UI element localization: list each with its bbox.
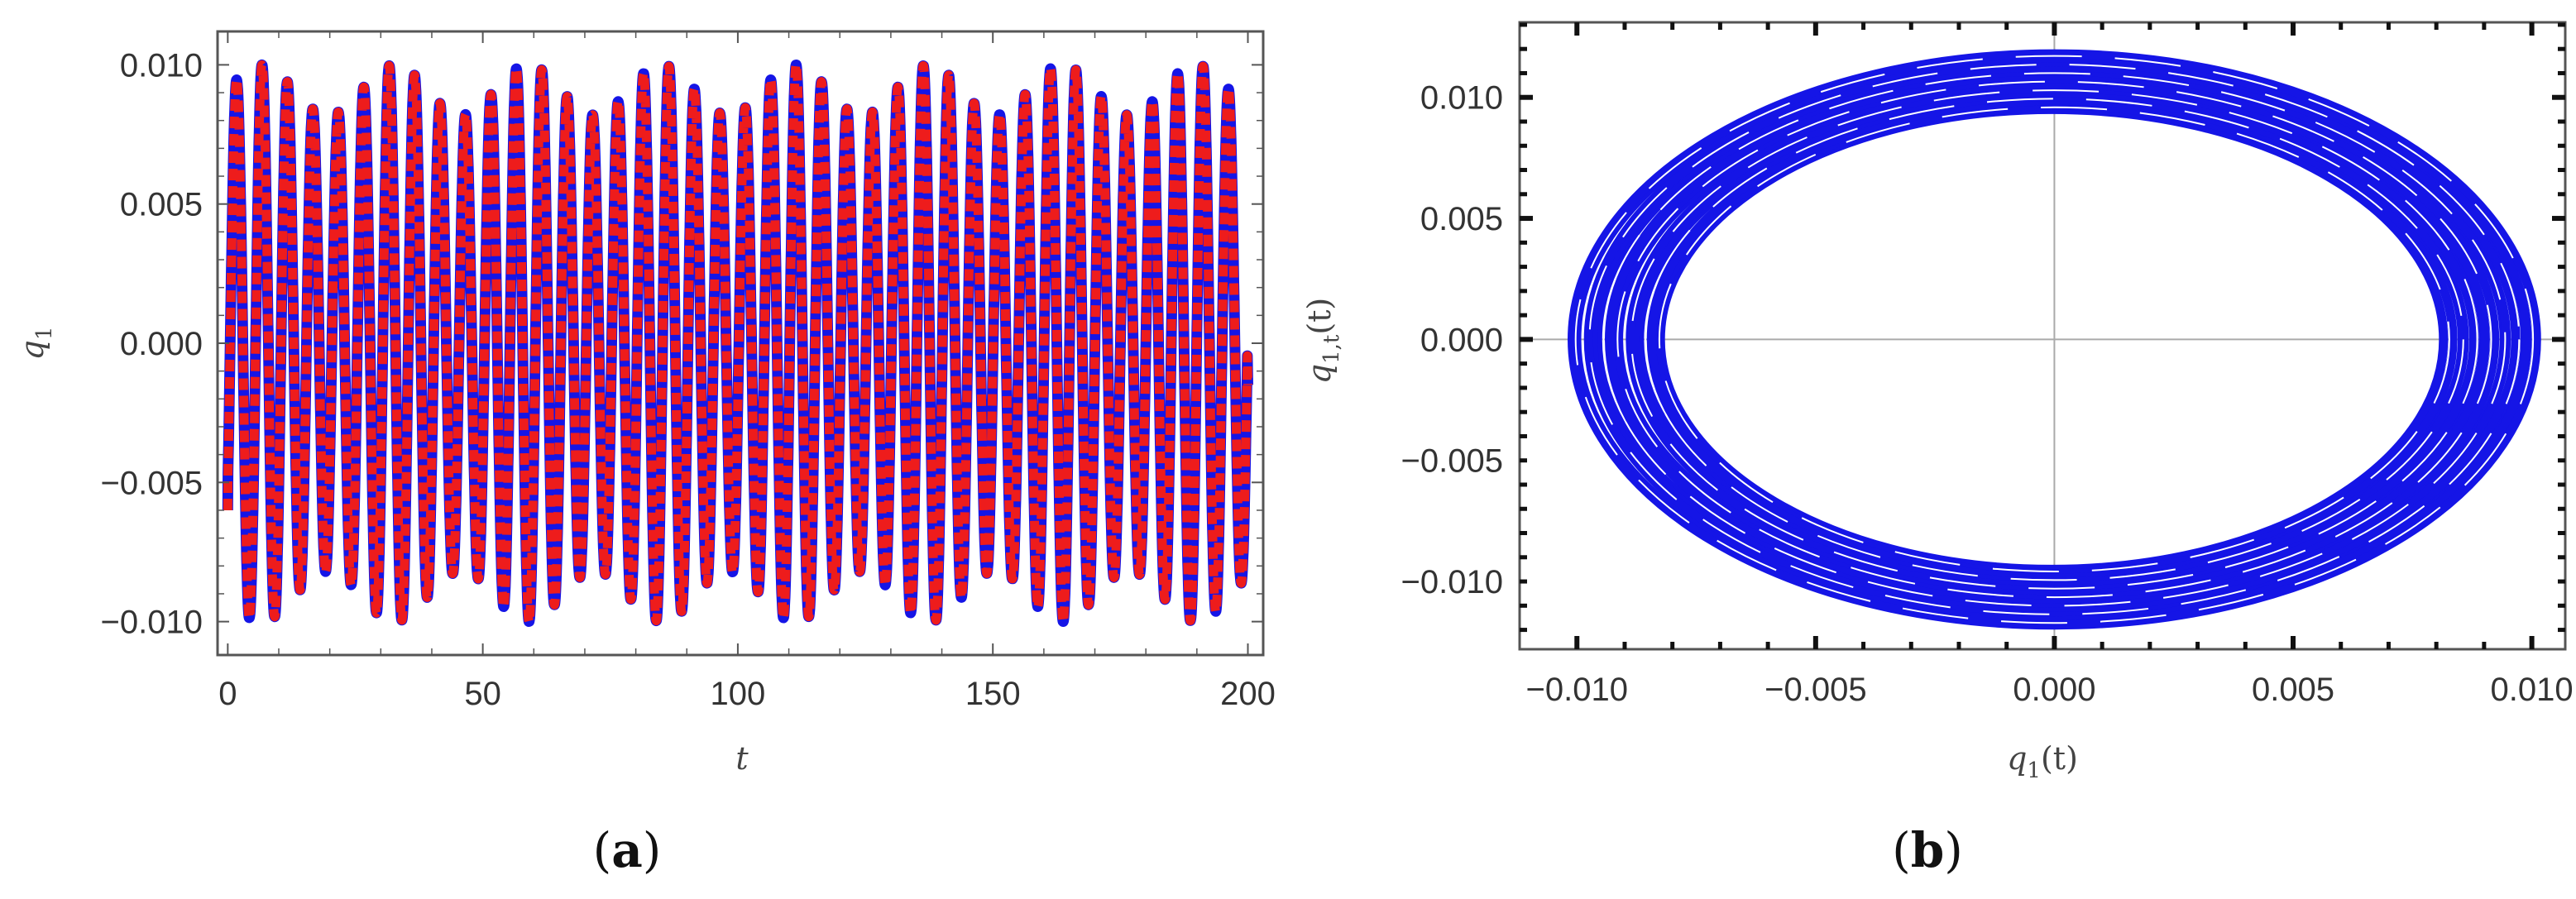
panel-b-y-tick-label: 0.005	[1420, 201, 1503, 237]
panel-a-y-label-sub: 1	[32, 327, 57, 341]
panel-a-time-series: 0 50 100 150 200 −0.010 −0.005 0.000 0.005 0.010…	[14, 30, 1276, 777]
panel-b-orbit-gap	[1630, 89, 2478, 590]
caption-b-close: )	[1944, 822, 1963, 878]
panel-a-x-tick-label: 0	[218, 676, 237, 712]
panel-b-series-layer	[1567, 49, 2541, 630]
panel-b-y-label-sub: 1,t	[1319, 334, 1344, 364]
panel-a-y-tick-label: 0.000	[120, 326, 203, 362]
panel-b-frame	[1518, 21, 2567, 651]
panel-b-y-axis-label: q1,t(t)	[1301, 298, 1344, 385]
panel-b-orbit-gap	[1658, 106, 2450, 572]
panel-b-y-tick-label: −0.010	[1401, 564, 1503, 600]
panel-b-zero-lines	[1520, 22, 2565, 649]
panel-a-series-layer	[222, 59, 1253, 627]
panel-b-y-tick-label: −0.005	[1401, 443, 1503, 480]
panel-a-y-axis-label-main: q1	[14, 327, 57, 361]
panel-b-y-ticks: −0.010 −0.005 0.000 0.005 0.010	[1401, 80, 1503, 600]
panel-b-x-tick-label: 0.010	[2491, 672, 2574, 708]
panel-b-x-tick-label: −0.005	[1764, 672, 1866, 708]
panel-a-y-tick-label: 0.010	[120, 47, 203, 84]
panel-b-x-label-tail: (t)	[2041, 740, 2078, 777]
panel-a-x-tick-label: 100	[711, 676, 766, 712]
panel-b-y-label-tail: (t)	[1301, 298, 1338, 335]
panel-a-x-axis-label: t	[735, 740, 749, 777]
panel-a-y-label-q: q	[14, 340, 50, 360]
panel-a-x-tick-label: 150	[965, 676, 1021, 712]
caption-a-close: )	[643, 822, 662, 878]
panel-b-orbit-gap	[1574, 55, 2535, 624]
panel-b-x-axis-label: q1(t)	[2007, 740, 2078, 783]
panel-a-x-tick-label: 200	[1220, 676, 1276, 712]
panel-a-y-tick-label: 0.005	[120, 187, 203, 223]
panel-b-frame-ticks	[1520, 22, 2565, 649]
panel-b-orbit-gap	[1616, 80, 2492, 599]
panel-a-x-tick-label: 50	[464, 676, 501, 712]
panel-b-orbit-gap	[1588, 64, 2521, 615]
panel-b-x-label-sub: 1	[2027, 758, 2041, 783]
panel-b-y-axis-label-text: q1,t(t)	[1301, 298, 1344, 385]
caption-b: (b)	[1892, 822, 1963, 878]
caption-a: (a)	[593, 822, 662, 878]
panel-a-x-ticks: 0 50 100 150 200	[218, 31, 1276, 712]
panel-b-x-tick-label: 0.000	[2013, 672, 2095, 708]
panel-b-phase-portrait: −0.010 −0.005 0.000 0.005 0.010 −0.010 −0.005…	[1301, 21, 2574, 783]
panel-a-y-ticks: −0.010 −0.005 0.000 0.005 0.010	[101, 47, 1263, 641]
panel-b-orbit-loop	[1567, 49, 2541, 630]
panel-b-x-ticks: −0.010 −0.005 0.000 0.005 0.010	[1526, 672, 2574, 708]
caption-b-letter: b	[1911, 822, 1945, 878]
panel-b-x-tick-label: −0.010	[1526, 672, 1628, 708]
panel-b-y-tick-label: 0.010	[1420, 80, 1503, 117]
panel-b-x-tick-label: 0.005	[2252, 672, 2334, 708]
panel-a-y-tick-label: −0.010	[101, 605, 203, 641]
panel-a-y-axis-label: q1	[14, 327, 57, 361]
panel-b-y-label-q: q	[1301, 364, 1338, 384]
panel-b-y-tick-label: 0.000	[1420, 322, 1503, 358]
caption-b-open: (	[1892, 822, 1911, 878]
caption-a-open: (	[593, 822, 612, 878]
panel-a-series-red-dashed	[223, 60, 1252, 626]
panel-b-orbit-gap	[1644, 98, 2464, 581]
caption-a-letter: a	[611, 822, 643, 878]
panel-b-orbit-gap	[1602, 72, 2507, 607]
panel-a-y-tick-label: −0.005	[101, 465, 203, 501]
panel-b-x-label-q: q	[2007, 740, 2027, 777]
